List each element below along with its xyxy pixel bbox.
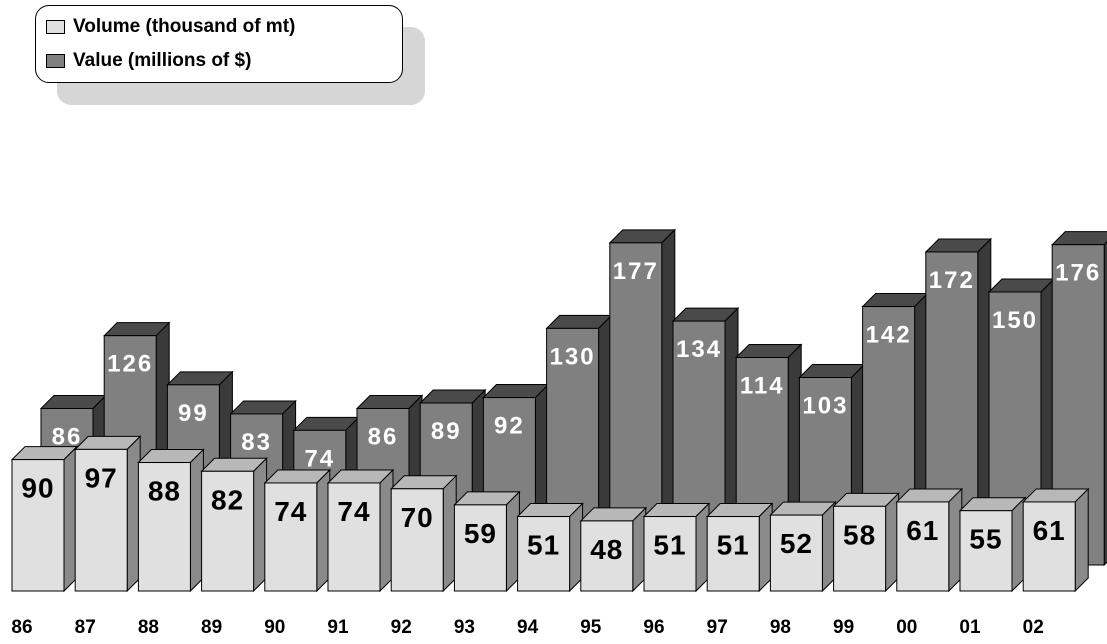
x-tick-93: 93 [454,617,475,638]
value-labels: 86 126 99 83 74 86 89 92 130 177 134 114 103 142 172 15… [52,258,1101,472]
volume-bar-91 [326,468,395,593]
volume-bar-99-face [833,505,887,592]
volume-bar-89-face [201,470,255,592]
volume-bar-02-side [1074,487,1089,593]
volume-label-97: 51 [717,530,750,561]
volume-bar-97-face [706,516,760,592]
volume-bar-87 [73,435,142,593]
volume-bar-02-face [1022,501,1076,592]
volume-bar-93-face [453,504,507,592]
volume-bar-92-face [390,488,444,592]
value-label-96: 134 [676,336,722,363]
legend-swatch-volume [46,20,65,34]
x-tick-01: 01 [959,617,981,638]
volume-bar-90-face [264,482,318,592]
x-tick-87: 87 [75,617,96,638]
value-label-95: 177 [613,258,659,285]
legend-label-value: Value (millions of $) [73,50,252,71]
volume-label-89: 82 [211,484,244,515]
volume-label-00: 61 [906,515,939,546]
volume-label-01: 55 [969,524,1002,555]
x-tick-95: 95 [580,617,602,638]
volume-bar-00 [895,487,964,593]
x-tick-89: 89 [201,617,222,638]
legend-label-volume: Volume (thousand of mt) [73,16,296,37]
volume-bar-92 [389,474,458,593]
volume-bar-86 [10,445,79,593]
volume-bar-96 [642,502,711,593]
value-bar-02-top [1050,231,1107,246]
volume-label-91: 74 [337,496,370,527]
x-tick-00: 00 [896,617,917,638]
value-label-94: 130 [550,343,596,370]
value-label-02: 176 [1055,260,1101,287]
volume-label-87: 97 [85,462,118,493]
volume-label-02: 61 [1033,515,1066,546]
volume-bar-88 [137,448,205,593]
value-label-97: 114 [740,373,785,400]
volume-bar-96-face [643,516,697,592]
volume-bar-86-face [11,459,65,592]
value-label-93: 92 [494,413,525,440]
legend-item-value: Value (millions of $) [46,50,251,72]
volume-label-90: 74 [274,496,307,527]
volume-bar-97 [705,502,774,593]
value-label-90: 74 [304,445,335,472]
volume-label-99: 58 [843,519,876,550]
volume-label-86: 90 [21,473,54,504]
volume-bar-98-face [769,514,823,592]
x-tick-02: 02 [1023,617,1044,638]
value-label-91: 86 [368,423,399,450]
x-tick-97: 97 [707,617,728,638]
volume-label-96: 51 [653,530,686,561]
value-label-86: 86 [52,423,83,450]
volume-bar-91-face [327,482,381,592]
volume-bar-00-face [896,501,950,592]
volume-bar-87-face [74,448,128,592]
volume-bar-02 [1021,487,1090,593]
legend-item-volume: Volume (thousand of mt) [46,16,295,38]
value-label-87: 126 [107,351,153,378]
volume-bar-01-face [959,510,1013,592]
volume-bar-88-face [137,462,191,592]
volume-bar-94-face [517,516,571,592]
value-label-88: 99 [178,400,209,427]
value-label-99: 142 [866,322,912,349]
volume-label-98: 52 [780,528,813,559]
x-tick-96: 96 [643,617,664,638]
x-tick-90: 90 [264,617,285,638]
volume-label-95: 48 [590,534,623,565]
value-label-98: 103 [802,393,848,420]
x-tick-98: 98 [770,617,791,638]
x-tick-92: 92 [391,617,412,638]
volume-bar-98 [769,500,837,593]
volume-bar-89 [200,457,268,593]
value-label-00: 172 [929,267,975,294]
volume-label-88: 88 [148,476,181,507]
volume-bar-01 [958,496,1027,593]
x-tick-91: 91 [327,617,349,638]
volume-bar-95 [579,506,648,593]
x-tick-86: 86 [11,617,32,638]
x-tick-99: 99 [833,617,854,638]
x-tick-94: 94 [517,617,539,638]
volume-label-93: 59 [464,518,497,549]
value-label-01: 150 [992,307,1038,334]
volume-label-94: 51 [527,530,560,561]
volume-bar-99 [832,492,900,593]
volume-bar-95-face [580,520,634,592]
volume-bar-90 [263,468,332,593]
legend-swatch-value [46,54,65,68]
value-label-92: 89 [431,418,462,445]
value-label-89: 83 [241,429,272,456]
x-tick-88: 88 [138,617,159,638]
volume-bar-94 [516,502,584,593]
x-axis-ticks: 86 87 88 89 90 91 92 93 94 95 96 97 98 99 00 01 02 [11,617,1043,638]
legend: Volume (thousand of mt) Value (millions … [35,5,403,83]
volume-label-92: 70 [401,502,434,533]
